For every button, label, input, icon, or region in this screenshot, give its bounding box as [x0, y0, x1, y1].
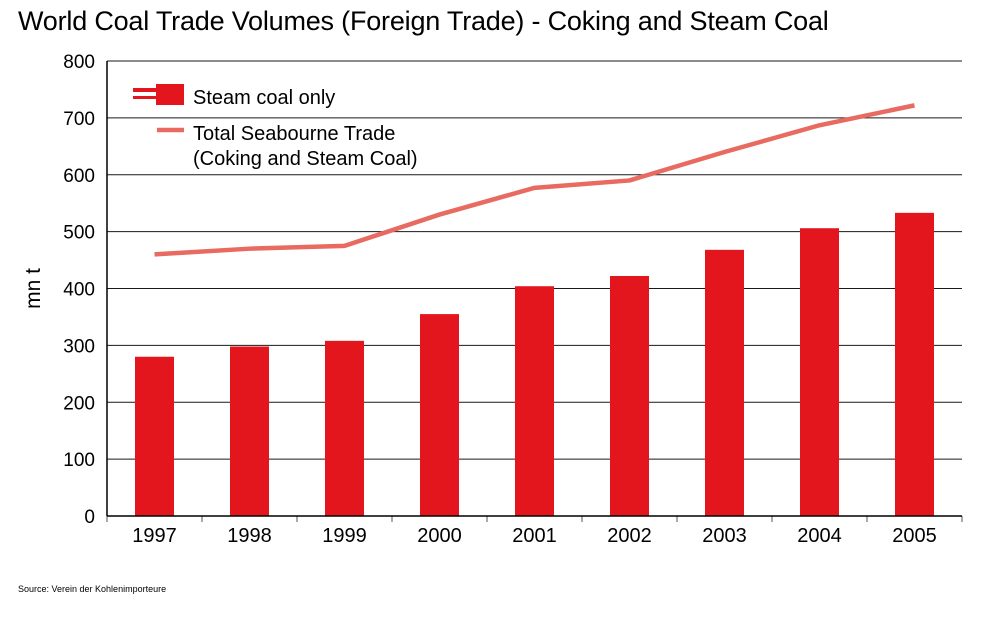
y-tick-label: 100 — [63, 450, 95, 471]
y-tick-label: 0 — [84, 507, 95, 528]
bar-2000 — [420, 314, 459, 516]
bar-1998 — [230, 346, 269, 516]
legend-label-total-trade-line1: Total Seabourne Trade — [193, 123, 395, 145]
bar-2002 — [610, 275, 649, 516]
x-tick-label: 2005 — [892, 525, 937, 547]
legend-swatch-line-accent — [133, 96, 156, 99]
line-series — [154, 103, 915, 257]
bar-1999 — [325, 340, 364, 516]
x-tick-label: 2003 — [702, 525, 747, 547]
legend-label-total-trade-line2: (Coking and Steam Coal) — [193, 148, 418, 170]
y-axis-label: mn t — [22, 268, 45, 309]
x-tick-label: 1997 — [132, 525, 177, 547]
y-tick-label: 300 — [63, 336, 95, 357]
source-note: Source: Verein der Kohlenimporteure — [18, 584, 167, 594]
legend-swatch-steam-coal — [156, 84, 184, 105]
x-tick-label: 2000 — [417, 525, 462, 547]
y-tick-label: 500 — [63, 223, 95, 244]
x-tick-label: 2001 — [512, 525, 557, 547]
chart-title: World Coal Trade Volumes (Foreign Trade)… — [18, 6, 829, 36]
x-tick-label: 1998 — [227, 525, 272, 547]
y-tick-label: 600 — [63, 166, 95, 187]
x-tick-label: 2004 — [797, 525, 842, 547]
y-tick-label: 400 — [63, 280, 95, 301]
y-tick-label: 200 — [63, 393, 95, 414]
legend-swatch-line-accent — [133, 88, 156, 92]
legend-label-steam-coal: Steam coal only — [193, 87, 335, 109]
bar-2001 — [515, 286, 554, 516]
bar-2003 — [705, 249, 744, 516]
bar-2005 — [895, 212, 934, 516]
x-tick-label: 1999 — [322, 525, 367, 547]
y-tick-label: 700 — [63, 109, 95, 130]
bar-series — [135, 212, 934, 516]
axes: 0 100 200 300 400 500 600 700 800 1997 1998 1999 200… — [22, 52, 962, 547]
y-tick-label: 800 — [63, 52, 95, 73]
bar-2004 — [800, 228, 839, 516]
x-tick-label: 2002 — [607, 525, 652, 547]
bar-1997 — [135, 356, 174, 516]
legend: Steam coal only Total Seabourne Trade (Cok… — [133, 84, 418, 170]
